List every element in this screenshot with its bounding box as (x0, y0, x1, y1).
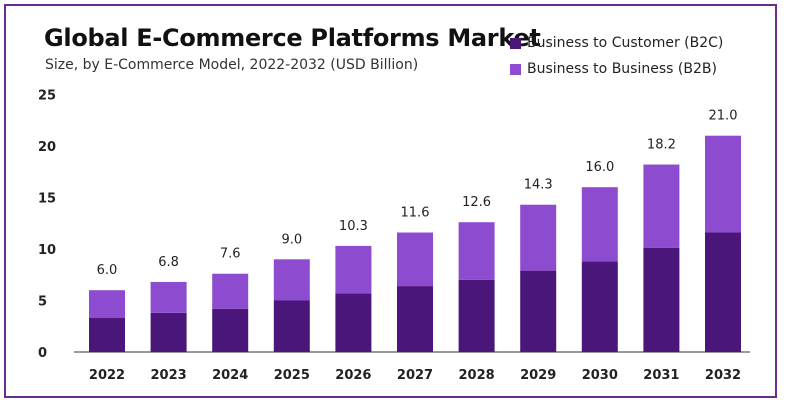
bar-total-label-2027: 11.6 (401, 206, 430, 221)
y-tick-label: 20 (38, 140, 56, 155)
bar-b2c-2024 (212, 308, 249, 352)
bar-total-label-2030: 16.0 (585, 160, 614, 175)
bar-total-label-2028: 12.6 (462, 195, 491, 210)
bar-b2c-2025 (273, 300, 310, 352)
bar-b2b-2027 (397, 232, 433, 287)
bar-b2c-2030 (581, 261, 618, 352)
bar-b2b-2024 (212, 273, 249, 309)
bar-b2b-2029 (520, 204, 557, 271)
y-tick-label: 25 (38, 89, 56, 104)
bar-b2b-2023 (150, 281, 187, 313)
bar-total-label-2032: 21.0 (709, 109, 738, 124)
bar-b2c-2028 (458, 279, 495, 352)
legend-item-b2c: Business to Customer (B2C) (510, 30, 723, 56)
chart-subtitle: Size, by E-Commerce Model, 2022-2032 (US… (45, 57, 419, 73)
bar-total-label-2023: 6.8 (158, 255, 179, 270)
x-tick-label-2030: 2030 (582, 368, 618, 383)
bar-b2b-2028 (458, 222, 495, 280)
bar-b2b-2031 (643, 164, 680, 248)
legend: Business to Customer (B2C) Business to B… (510, 30, 723, 82)
bar-b2b-2022 (89, 290, 125, 319)
x-tick-label-2032: 2032 (705, 368, 741, 383)
x-tick-label-2027: 2027 (397, 368, 433, 383)
x-tick-label-2025: 2025 (274, 368, 310, 383)
y-tick-label: 10 (38, 243, 56, 258)
bar-b2c-2027 (397, 286, 433, 352)
bar-b2c-2032 (705, 232, 741, 352)
x-tick-label-2024: 2024 (212, 368, 248, 383)
x-tick-label-2031: 2031 (643, 368, 679, 383)
legend-label-b2b: Business to Business (B2B) (527, 61, 717, 77)
x-tick-label-2022: 2022 (89, 368, 125, 383)
bar-total-label-2024: 7.6 (220, 247, 241, 262)
bar-b2c-2023 (150, 312, 187, 352)
bar-total-label-2029: 14.3 (524, 178, 553, 193)
bar-b2b-2032 (705, 135, 741, 233)
legend-label-b2c: Business to Customer (B2C) (527, 35, 724, 51)
bar-b2b-2030 (581, 187, 618, 262)
bar-b2b-2026 (335, 245, 372, 294)
bar-total-label-2025: 9.0 (281, 232, 302, 247)
bar-b2c-2022 (89, 318, 125, 352)
bar-b2c-2031 (643, 247, 680, 352)
y-tick-label: 5 (38, 295, 47, 310)
bar-b2c-2029 (520, 270, 557, 352)
x-tick-label-2026: 2026 (335, 368, 371, 383)
chart-title: Global E-Commerce Platforms Market (44, 24, 541, 52)
legend-item-b2b: Business to Business (B2B) (510, 56, 723, 82)
y-tick-label: 15 (38, 192, 56, 207)
bar-total-label-2031: 18.2 (647, 138, 676, 153)
bar-total-label-2026: 10.3 (339, 219, 368, 234)
x-tick-label-2028: 2028 (459, 368, 495, 383)
legend-swatch-b2b (510, 63, 521, 75)
legend-swatch-b2c (510, 37, 521, 49)
x-tick-label-2023: 2023 (151, 368, 187, 383)
bar-total-label-2022: 6.0 (97, 263, 118, 278)
bar-b2b-2025 (273, 259, 310, 301)
y-tick-label: 0 (38, 346, 47, 361)
x-tick-label-2029: 2029 (520, 368, 556, 383)
bar-b2c-2026 (335, 293, 372, 352)
